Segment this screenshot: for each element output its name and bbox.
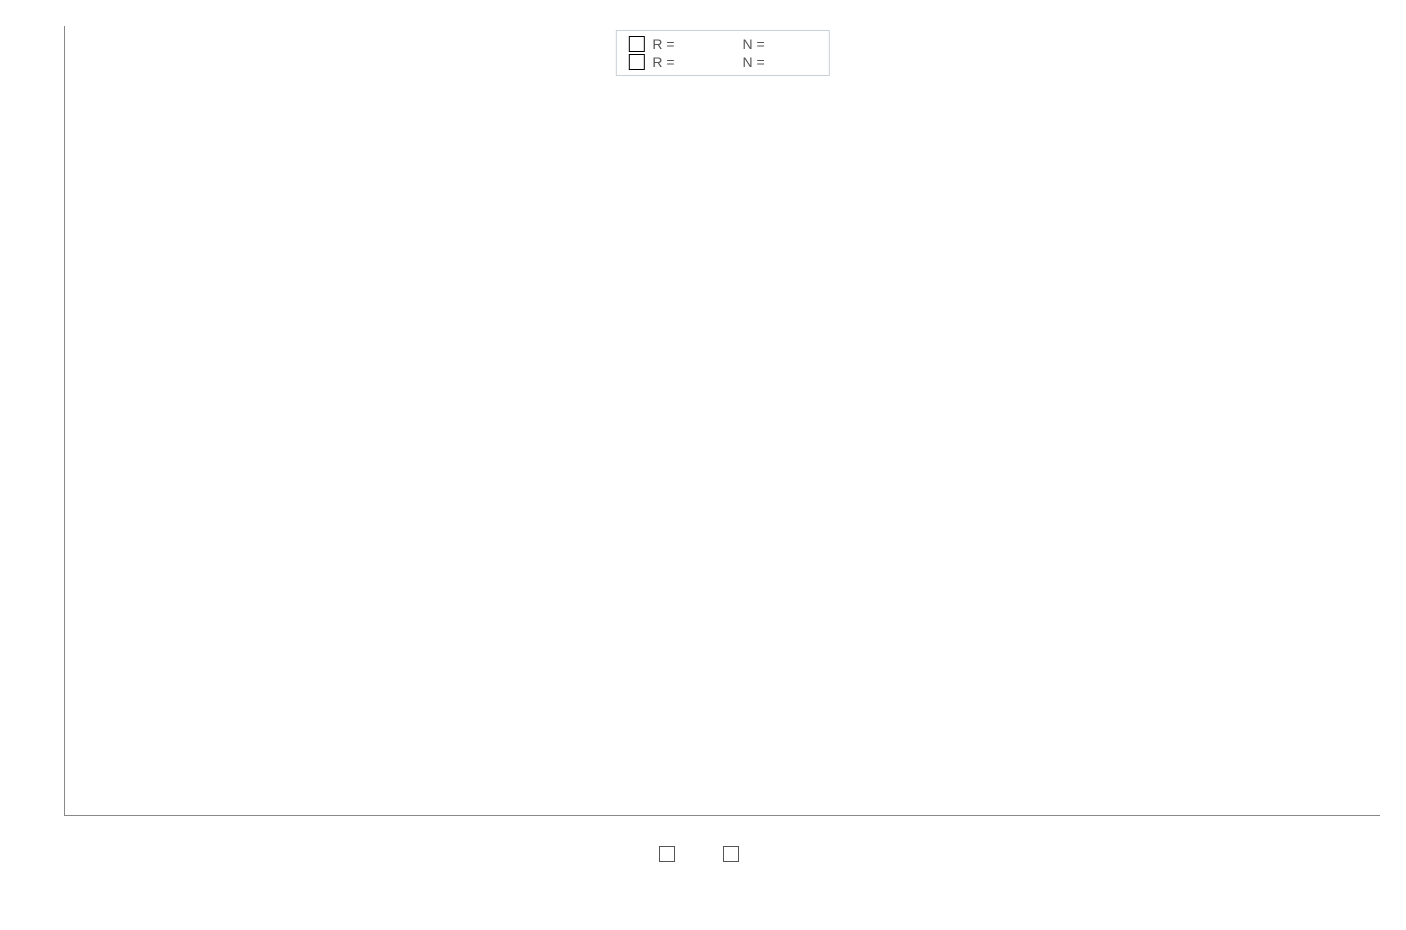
legend-row-pink: R = N = <box>628 53 816 71</box>
swatch-blue <box>628 36 644 52</box>
chart-container: R = N = R = N = <box>16 26 1390 866</box>
legend-row-blue: R = N = <box>628 35 816 53</box>
source-attribution <box>1370 12 1390 20</box>
series-legend <box>16 846 1390 866</box>
legend-item-pink <box>723 846 747 862</box>
plot-area: R = N = R = N = <box>64 26 1380 816</box>
swatch-blue <box>659 846 675 862</box>
correlation-legend: R = N = R = N = <box>615 30 829 76</box>
legend-item-blue <box>659 846 683 862</box>
swatch-pink <box>723 846 739 862</box>
scatter-points-layer <box>65 26 1380 815</box>
swatch-pink <box>628 54 644 70</box>
